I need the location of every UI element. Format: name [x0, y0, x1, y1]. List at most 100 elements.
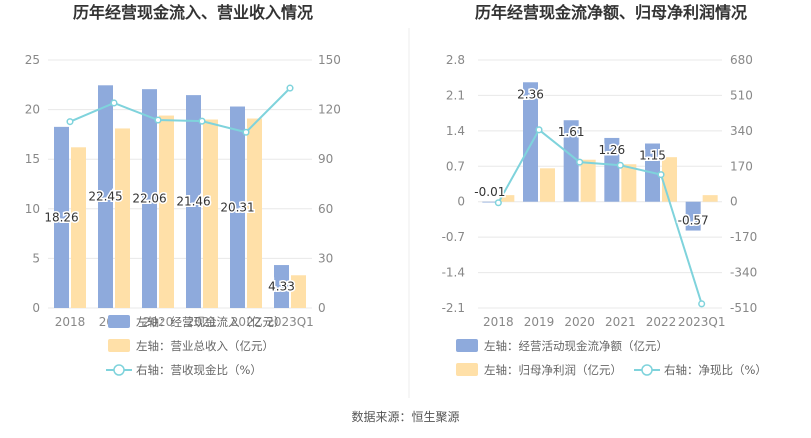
chart2-line-point	[576, 158, 584, 166]
chart2-left-tick-label: 2.1	[446, 88, 465, 102]
chart2-legend-label: 左轴：归母净利润（亿元）	[484, 363, 622, 377]
chart1-data-label: 20.31	[220, 200, 254, 214]
chart1-data-label: 22.45	[88, 190, 122, 204]
chart2-legend-swatch	[456, 339, 478, 352]
chart1-orange-bar	[247, 118, 262, 308]
chart1-line-point	[66, 118, 74, 126]
chart2-right-tick-label: 170	[730, 159, 753, 173]
chart2-orange-bar	[540, 168, 555, 202]
chart1-data-label: 4.33	[268, 280, 295, 294]
chart2-line-point	[657, 171, 665, 179]
chart2-left-tick-label: -0.7	[442, 230, 465, 244]
chart2-blue-bar	[685, 201, 701, 231]
chart1-line-point	[110, 99, 118, 107]
chart2-blue-bar	[563, 120, 579, 202]
chart2-ratio-line	[497, 128, 703, 305]
chart1-orange-bar	[115, 128, 130, 308]
chart2-data-label: 1.26	[598, 143, 625, 157]
chart2-line-point	[616, 161, 624, 169]
chart2-right-tick-label: -170	[730, 230, 757, 244]
chart1-data-label: 22.06	[132, 192, 166, 206]
chart1-blue-bar	[230, 106, 245, 308]
chart2-line-point	[494, 199, 502, 207]
chart2-legend-marker	[641, 364, 653, 376]
chart1-legend-marker	[113, 364, 125, 376]
chart2-legend-swatch	[456, 363, 478, 376]
chart1-ratio-line	[69, 87, 291, 134]
chart2-right-tick-label: 0	[730, 195, 738, 209]
chart1-line-point	[154, 116, 162, 124]
chart1-x-tick-label: 2018	[55, 315, 86, 329]
chart2-right-tick-label: -510	[730, 301, 757, 315]
chart2-blue-bar	[523, 82, 538, 202]
chart2-title: 历年经营现金流净额、归母净利润情况	[475, 3, 747, 22]
chart1-right-tick-label: 0	[318, 301, 326, 315]
chart2-line-point	[698, 300, 706, 308]
chart2-line-point	[535, 126, 543, 134]
chart1-right-tick-label: 90	[318, 152, 333, 166]
chart1-blue-bar	[186, 95, 201, 309]
chart1-orange-bar	[203, 119, 218, 309]
chart1-x-tick-label: 2020	[143, 315, 174, 329]
chart1-right-tick-label: 120	[318, 103, 341, 117]
chart2-x-tick-label: 2021	[605, 315, 636, 329]
chart2-orange-bar	[499, 195, 515, 202]
chart1-blue-bar	[98, 85, 113, 309]
chart2-left-tick-label: 0.7	[446, 159, 465, 173]
chart1-x-tick-label: 2021	[187, 315, 218, 329]
chart1-data-label: 18.26	[44, 210, 78, 224]
chart2-data-label: 2.36	[517, 87, 544, 101]
chart2-left-tick-label: 1.4	[446, 124, 465, 138]
chart1-right-tick-label: 150	[318, 53, 341, 67]
chart1-legend-swatch	[108, 315, 130, 328]
chart1-x-tick-label: 2023Q1	[266, 315, 314, 329]
chart1-orange-bar	[71, 147, 86, 308]
chart2-right-tick-label: 510	[730, 88, 753, 102]
chart1-orange-bar	[291, 275, 306, 308]
chart1-left-tick-label: 20	[25, 103, 40, 117]
chart2-x-tick-label: 2023Q1	[678, 315, 726, 329]
chart2-blue-bar	[604, 137, 620, 202]
chart1-right-tick-label: 60	[318, 202, 333, 216]
chart1-left-tick-label: 0	[32, 301, 40, 315]
chart1-x-tick-label: 2022	[231, 315, 262, 329]
chart1-legend-label: 左轴：经营现金流入（亿元）	[136, 315, 286, 329]
chart2-x-tick-label: 2020	[564, 315, 595, 329]
chart1-left-tick-label: 10	[25, 202, 40, 216]
chart1-blue-bar	[142, 89, 157, 309]
chart2-orange-bar	[621, 164, 637, 202]
chart1-left-tick-label: 25	[25, 53, 40, 67]
chart2-blue-bar	[482, 201, 498, 203]
chart2-legend-label: 右轴：净现比（%）	[664, 363, 767, 377]
chart2-data-label: -0.57	[678, 214, 709, 228]
chart1-blue-bar	[274, 265, 289, 308]
chart1-title: 历年经营现金流入、营业收入情况	[73, 3, 313, 22]
chart2-left-tick-label: -2.1	[442, 301, 465, 315]
chart1-orange-bar	[159, 115, 174, 308]
chart2-data-label: 1.15	[639, 149, 666, 163]
chart1-legend-swatch	[108, 339, 130, 352]
chart1-line-point	[242, 128, 250, 136]
chart2-data-label: -0.01	[474, 185, 505, 199]
chart2-left-tick-label: 2.8	[446, 53, 465, 67]
chart1-blue-bar	[54, 126, 69, 308]
chart2-right-tick-label: 340	[730, 124, 753, 138]
chart1-left-tick-label: 5	[32, 251, 40, 265]
chart1-left-tick-label: 15	[25, 152, 40, 166]
chart1-right-tick-label: 30	[318, 251, 333, 265]
chart1-legend-label: 右轴：营收现金比（%）	[136, 363, 262, 377]
chart1-line-point	[198, 117, 206, 125]
data-source: 数据来源：恒生聚源	[351, 410, 460, 424]
chart2-data-label: 1.61	[558, 125, 585, 139]
chart2-x-tick-label: 2019	[524, 315, 555, 329]
chart1-line-point	[286, 84, 294, 92]
chart2-orange-bar	[702, 195, 718, 202]
chart2-legend-label: 左轴：经营活动现金流净额（亿元）	[484, 339, 668, 353]
chart2-orange-bar	[580, 159, 596, 202]
chart2-orange-bar	[662, 157, 677, 202]
chart2-left-tick-label: -1.4	[442, 266, 465, 280]
chart1-legend-label: 左轴：营业总收入（亿元）	[136, 339, 274, 353]
chart2-x-tick-label: 2018	[483, 315, 514, 329]
chart2-right-tick-label: -340	[730, 266, 757, 280]
